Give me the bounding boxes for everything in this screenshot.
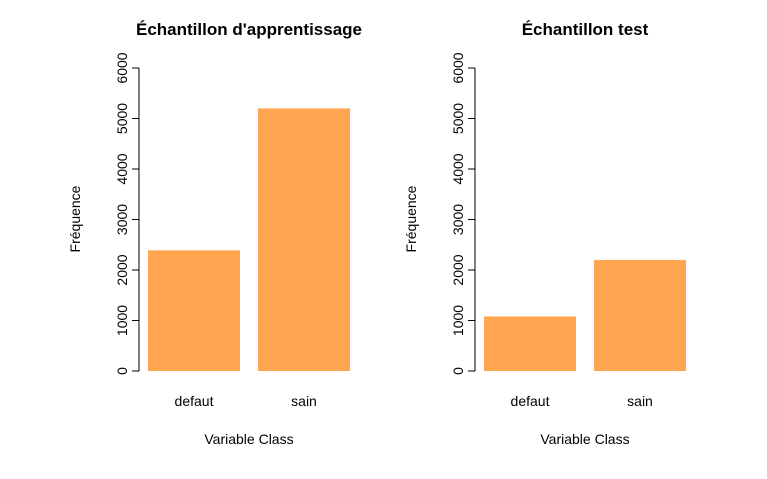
- y-tick-label: 3000: [114, 204, 130, 235]
- y-tick-label: 4000: [450, 153, 466, 184]
- y-tick-label: 5000: [450, 103, 466, 134]
- bar-sain: [594, 259, 686, 371]
- y-tick-label: 0: [114, 367, 130, 375]
- y-tick-label: 0: [450, 367, 466, 375]
- x-tick-labels: defaut sain: [511, 393, 653, 409]
- x-tick-label: sain: [627, 393, 653, 409]
- x-tick-label: sain: [291, 393, 317, 409]
- y-tick-label: 6000: [450, 52, 466, 83]
- bar-group: [484, 259, 686, 371]
- y-axis-label: Fréquence: [403, 185, 419, 252]
- y-tick-label: 2000: [114, 254, 130, 285]
- x-axis-label: Variable Class: [540, 431, 629, 447]
- bar-sain: [258, 108, 350, 372]
- x-tick-labels: defaut sain: [175, 393, 317, 409]
- y-axis: 0 1000 2000 3000 4000 5000 6000: [114, 52, 140, 375]
- y-tick-label: 5000: [114, 103, 130, 134]
- y-axis-label: Fréquence: [67, 185, 83, 252]
- x-tick-label: defaut: [511, 393, 550, 409]
- chart-panel-test: Échantillon test Fréquence Variable Clas…: [403, 20, 686, 447]
- chart-title: Échantillon test: [522, 20, 649, 39]
- y-tick-label: 4000: [114, 153, 130, 184]
- y-tick-label: 2000: [450, 254, 466, 285]
- y-axis: 0 1000 2000 3000 4000 5000 6000: [450, 52, 476, 375]
- y-tick-label: 3000: [450, 204, 466, 235]
- y-tick-label: 1000: [114, 305, 130, 336]
- bar-defaut: [484, 316, 576, 371]
- x-axis-label: Variable Class: [204, 431, 293, 447]
- y-tick-label: 6000: [114, 52, 130, 83]
- y-tick-label: 1000: [450, 305, 466, 336]
- x-tick-label: defaut: [175, 393, 214, 409]
- chart-panel-training: Échantillon d'apprentissage Fréquence Va…: [67, 20, 362, 447]
- chart-title: Échantillon d'apprentissage: [136, 20, 362, 39]
- bar-group: [148, 108, 350, 372]
- bar-defaut: [148, 250, 240, 371]
